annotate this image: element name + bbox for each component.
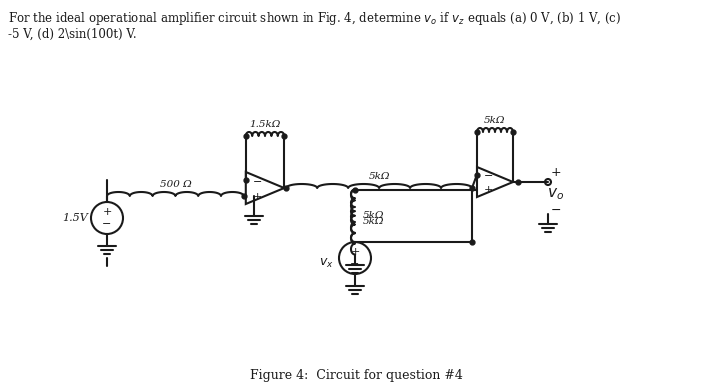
Text: +: + <box>350 247 359 257</box>
Text: 5kΩ: 5kΩ <box>363 211 384 220</box>
Text: $v_x$: $v_x$ <box>319 257 334 270</box>
Text: For the ideal operational amplifier circuit shown in Fig. 4, determine $v_o$ if : For the ideal operational amplifier circ… <box>8 10 621 27</box>
Text: $-$: $-$ <box>252 175 262 185</box>
Text: 5kΩ: 5kΩ <box>484 116 506 125</box>
Text: $+$: $+$ <box>483 184 493 195</box>
Text: 5kΩ: 5kΩ <box>363 217 384 226</box>
Text: 5kΩ: 5kΩ <box>369 172 390 181</box>
Text: -5 V, (d) 2\sin(100t) V.: -5 V, (d) 2\sin(100t) V. <box>8 28 137 41</box>
Text: +: + <box>550 166 561 178</box>
Text: $-$: $-$ <box>483 170 493 180</box>
Text: +: + <box>102 207 112 217</box>
Text: 500 Ω: 500 Ω <box>160 180 191 189</box>
Text: $+$: $+$ <box>252 190 262 202</box>
Text: 1.5V: 1.5V <box>62 213 88 223</box>
Text: −: − <box>350 259 359 269</box>
Text: 1.5kΩ: 1.5kΩ <box>250 120 281 129</box>
Text: −: − <box>550 204 561 216</box>
Text: $v_o$: $v_o$ <box>548 186 565 202</box>
Text: −: − <box>102 219 112 229</box>
Text: Figure 4:  Circuit for question #4: Figure 4: Circuit for question #4 <box>250 368 463 382</box>
